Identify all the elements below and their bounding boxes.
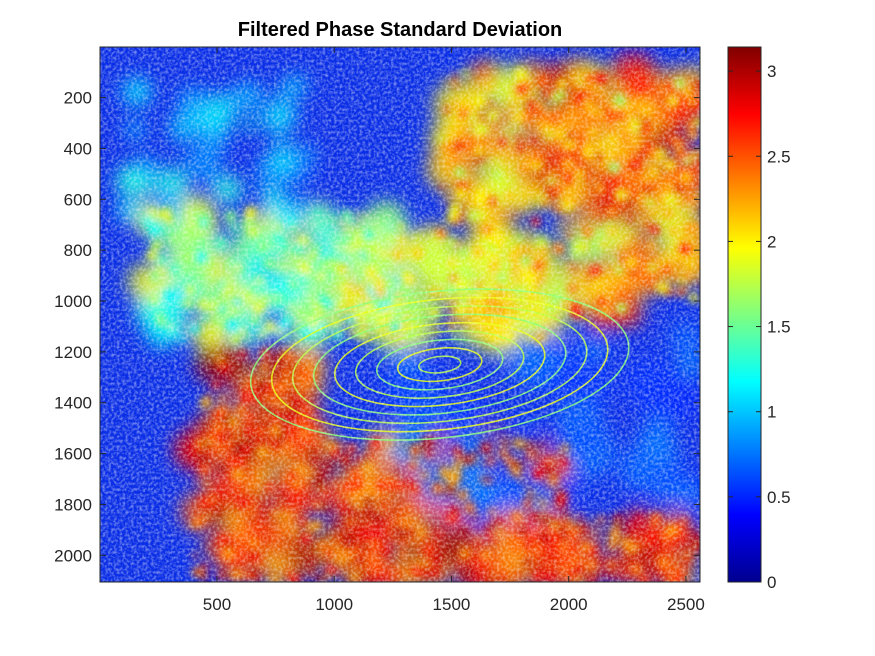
heatmap-noise-texture [100,47,700,582]
colorbar-tick-label: 3 [767,62,776,81]
y-tick-label: 1000 [54,292,92,311]
y-tick-label: 400 [64,139,92,158]
colorbar [727,46,762,583]
x-tick-label: 2000 [550,595,588,614]
colorbar-tick-label: 0.5 [767,488,791,507]
y-tick-label: 2000 [54,546,92,565]
y-tick-label: 600 [64,190,92,209]
colorbar-axis: 0 0.5 1 1.5 2 2.5 3 [728,62,791,592]
y-tick-label: 1400 [54,394,92,413]
y-tick-label: 200 [64,89,92,108]
x-tick-label: 1500 [433,595,471,614]
plot-frame [99,46,701,583]
y-axis: 200 400 600 800 1000 1200 1400 1600 1800 2000 [54,89,700,565]
x-axis: 500 1000 1500 2000 2500 [203,47,705,614]
y-tick-label: 1600 [54,445,92,464]
chart-title: Filtered Phase Standard Deviation [237,19,563,41]
x-tick-label: 1000 [315,595,353,614]
colorbar-tick-label: 1 [767,403,776,422]
y-tick-label: 1200 [54,343,92,362]
y-tick-label: 1800 [54,495,92,514]
colorbar-tick-label: 2 [767,232,776,251]
x-tick-label: 500 [203,595,231,614]
y-tick-label: 800 [64,241,92,260]
colorbar-tick-label: 2.5 [767,147,791,166]
colorbar-tick-label: 1.5 [767,318,791,337]
colorbar-tick-label: 0 [767,573,776,592]
x-tick-label: 2500 [667,595,705,614]
heatmap-plot-area [100,47,700,582]
